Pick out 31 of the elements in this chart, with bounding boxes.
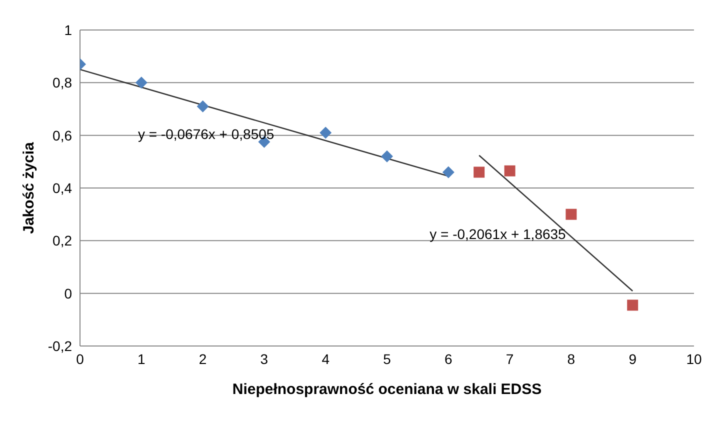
x-tick-label: 6 xyxy=(444,350,452,367)
x-tick-label: 10 xyxy=(686,350,702,367)
point xyxy=(320,126,332,139)
y-tick-label: -0,2 xyxy=(48,338,72,354)
annotation: y = -0,2061x + 1,8635 xyxy=(430,226,566,242)
y-tick-label: 0,6 xyxy=(52,127,72,144)
x-tick-label: 1 xyxy=(138,350,146,367)
x-tick-label: 5 xyxy=(383,350,392,367)
x-tick-label: 0 xyxy=(76,350,84,367)
point xyxy=(566,208,577,220)
y-tick-label: 1 xyxy=(64,22,72,38)
point xyxy=(474,166,485,178)
x-tick-label: 4 xyxy=(322,350,330,367)
y-tick-label: 0 xyxy=(64,285,72,302)
x-tick-label: 9 xyxy=(628,350,637,367)
point xyxy=(627,300,638,311)
point xyxy=(381,150,393,162)
point xyxy=(504,165,516,176)
y-axis-title: Jakość życia xyxy=(20,141,38,234)
point xyxy=(135,76,148,89)
x-axis-title: Niepełnosprawność oceniana w skali EDSS xyxy=(232,381,542,398)
y-tick-label: 0,4 xyxy=(52,180,72,196)
annotation: y = -0,0676x + 0,8505 xyxy=(138,126,274,142)
x-tick-label: 8 xyxy=(567,350,576,367)
y-tick-label: 0,2 xyxy=(52,232,72,249)
x-tick-label: 2 xyxy=(198,350,207,367)
x-tick-label: 7 xyxy=(506,350,514,367)
point xyxy=(196,100,209,112)
point xyxy=(442,166,454,178)
x-tick-label: 3 xyxy=(260,350,268,367)
y-tick-label: 0,8 xyxy=(52,74,72,91)
